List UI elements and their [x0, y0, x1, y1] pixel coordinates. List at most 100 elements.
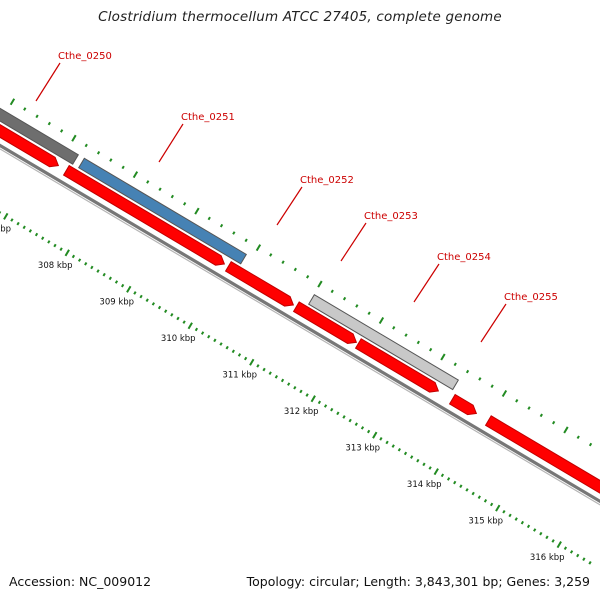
gene-labels: Cthe_0250 Cthe_0251 Cthe_0252 Cthe_0253 Cthe… [58, 51, 558, 303]
cds-arrow [354, 338, 440, 393]
minor-tick [268, 371, 272, 375]
minor-tick [459, 484, 463, 489]
cds-arrow [292, 301, 358, 344]
gene-label: Cthe_0255 [504, 292, 558, 303]
gene-feature-track [0, 107, 460, 391]
outer-tick [527, 406, 531, 410]
outer-tick [207, 216, 211, 221]
minor-tick [16, 221, 20, 226]
cds-arrow [62, 164, 226, 266]
outer-tick [367, 311, 371, 316]
minor-tick [207, 334, 211, 339]
minor-tick [164, 309, 168, 313]
minor-tick [256, 364, 260, 368]
outer-tick [255, 244, 262, 252]
major-tick [556, 541, 562, 549]
minor-tick [323, 404, 328, 408]
minor-tick [576, 553, 580, 558]
minor-tick [569, 550, 574, 554]
outer-tick [552, 420, 556, 425]
major-tick [249, 358, 255, 366]
tick-label: 307 kbp [0, 225, 11, 235]
minor-tick [108, 276, 112, 281]
minor-tick [28, 229, 32, 233]
tick-label: 314 kbp [407, 480, 442, 490]
outer-tick [342, 296, 347, 301]
major-tick [310, 395, 316, 403]
minor-tick [231, 349, 235, 354]
label-leader [340, 222, 367, 262]
minor-tick [360, 426, 365, 430]
outer-tick [416, 340, 420, 345]
tick-label: 316 kbp [530, 553, 565, 563]
outer-tick [121, 165, 125, 170]
label-leader [413, 263, 440, 303]
minor-tick [428, 466, 432, 470]
minor-tick [471, 491, 475, 496]
minor-tick [133, 291, 137, 295]
minor-tick [77, 258, 82, 262]
minor-tick [508, 513, 512, 518]
minor-tick [520, 520, 524, 525]
gene-label: Cthe_0250 [58, 51, 112, 62]
cds-arrow [448, 393, 478, 416]
minor-tick [514, 517, 518, 521]
minor-tick [330, 407, 334, 412]
outer-tick [244, 238, 248, 243]
minor-tick [563, 546, 568, 551]
outer-tick [392, 326, 396, 330]
outer-tick [170, 194, 174, 199]
cds-arrow [224, 260, 295, 307]
tick-label: 312 kbp [284, 407, 319, 417]
outer-tick [429, 347, 433, 352]
minor-tick [477, 495, 481, 499]
outer-tick [576, 435, 580, 440]
minor-tick [539, 531, 543, 536]
outer-tick [96, 150, 101, 155]
outer-tick [306, 274, 310, 279]
outer-tick [539, 413, 543, 418]
gene-label: Cthe_0252 [300, 175, 354, 186]
minor-tick [348, 418, 352, 423]
minor-tick [299, 389, 303, 394]
outer-tick [71, 134, 77, 142]
minor-tick [342, 415, 346, 419]
minor-tick [280, 378, 285, 383]
gene-label: Cthe_0253 [364, 211, 418, 222]
outer-tick [515, 398, 519, 403]
gene-feature-bar [308, 294, 460, 391]
outer-tick [23, 107, 27, 111]
tick-label: 308 kbp [38, 261, 73, 271]
minor-tick [53, 243, 57, 248]
outer-tick [232, 231, 236, 235]
tick-label: 315 kbp [468, 516, 503, 526]
outer-tick [35, 114, 39, 119]
minor-tick [483, 499, 488, 503]
outer-tick [490, 384, 494, 388]
minor-tick [305, 393, 309, 397]
outer-tick [440, 353, 446, 361]
minor-tick [41, 236, 45, 241]
minor-tick [502, 509, 506, 514]
minor-tick [194, 327, 199, 332]
outer-tick [317, 280, 323, 288]
accession-text: Accession: NC_009012 [9, 574, 152, 589]
minor-tick [84, 261, 88, 266]
minor-tick [139, 294, 143, 299]
minor-tick [96, 269, 100, 273]
gene-feature-bar [78, 157, 248, 265]
minor-tick [225, 345, 229, 350]
backbone-track [0, 143, 600, 506]
outer-tick [588, 442, 593, 447]
minor-tick [213, 338, 217, 343]
minor-tick [446, 477, 451, 481]
outer-tick [219, 223, 224, 228]
major-tick [3, 212, 9, 220]
minor-tick [366, 429, 371, 434]
minor-tick [22, 225, 26, 230]
minor-tick [385, 440, 389, 445]
minor-tick [200, 331, 205, 335]
cds-track [0, 123, 600, 494]
major-tick [433, 468, 439, 476]
